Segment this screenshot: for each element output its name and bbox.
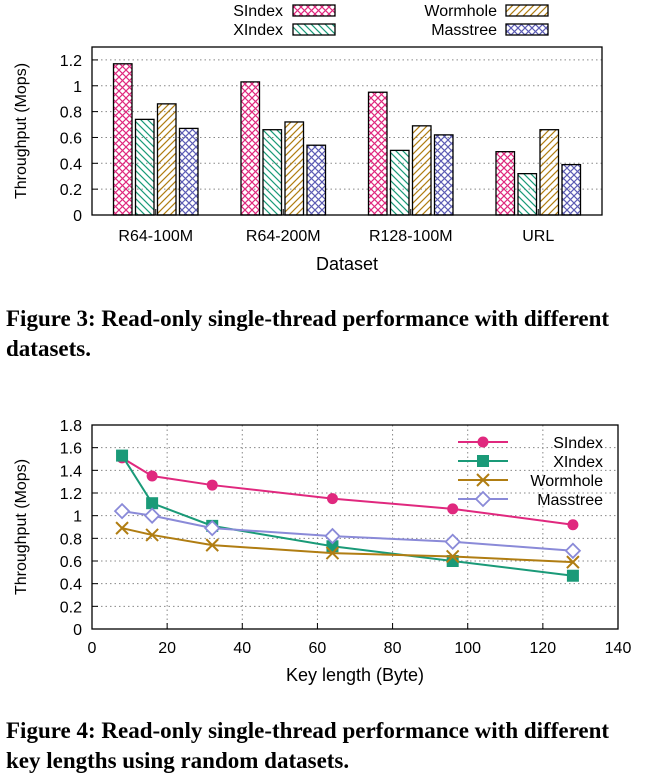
plot-frame: [91, 46, 603, 216]
x-tick-label: 60: [309, 640, 327, 657]
point-masstree-16: [143, 507, 161, 524]
x-tick-label: 100: [454, 640, 481, 657]
y-tick-label: 0.8: [60, 105, 82, 122]
x-tick-label: 20: [158, 640, 176, 657]
bar-xindex-r64-200m: [262, 129, 283, 216]
x-tick-label: 140: [605, 640, 632, 657]
bar-masstree-r64-100m: [178, 127, 199, 216]
y-tick-label: 1: [73, 509, 82, 526]
y-tick-label: 0.4: [60, 156, 82, 173]
series-line-wormhole: [121, 527, 573, 564]
x-tick-label: 80: [384, 640, 402, 657]
legend-label-masstree: Masstree: [431, 22, 497, 39]
bar-sindex-r64-200m: [240, 81, 261, 216]
y-axis-label: Throughput (Mops): [13, 63, 30, 199]
x-tick-label: 120: [530, 640, 557, 657]
point-xindex-128: [566, 569, 579, 582]
y-tick-label: 0.8: [60, 531, 82, 548]
bar-wormhole-r128-100m: [411, 125, 432, 216]
x-tick-label: 40: [233, 640, 251, 657]
point-xindex-8: [116, 449, 129, 462]
y-tick-label: 0: [73, 208, 82, 225]
bar-xindex-r128-100m: [389, 149, 410, 216]
bar-sindex-r128-100m: [367, 91, 388, 216]
y-axis-label: Throughput (Mops): [13, 459, 30, 595]
point-wormhole-64: [325, 546, 340, 560]
point-masstree-32: [203, 519, 221, 537]
y-tick-label: 1.6: [60, 441, 82, 458]
point-masstree-8: [113, 502, 131, 520]
x-tick-label: R64-200M: [246, 228, 321, 245]
x-axis-label: Key length (Byte): [286, 665, 424, 685]
point-sindex-128: [567, 519, 579, 531]
figure-3-caption: Figure 3: Read-only single-thread perfor…: [6, 306, 610, 361]
legend-label-xindex: XIndex: [233, 22, 283, 39]
legend-swatch-masstree: [505, 23, 549, 36]
legend-marker-wormhole: [476, 473, 490, 487]
x-tick-label: URL: [522, 228, 554, 245]
bar-wormhole-url: [539, 129, 560, 216]
point-masstree-96: [444, 533, 461, 551]
bar-wormhole-r64-200m: [284, 121, 305, 216]
bar-xindex-url: [517, 172, 538, 216]
x-axis-label: Dataset: [316, 254, 378, 274]
point-sindex-16: [146, 470, 158, 482]
x-tick-label: R128-100M: [369, 228, 453, 245]
y-tick-label: 1.4: [60, 463, 82, 480]
y-tick-label: 1.8: [60, 418, 82, 435]
bar-chart-datasets: 0 0.2 0.4 0.6 0.8 1 1.2 R64-100M R64-200M R128-10…: [13, 3, 603, 274]
point-xindex-16: [146, 497, 159, 510]
legend-swatch-xindex: [292, 23, 336, 36]
point-wormhole-16: [145, 528, 159, 542]
bar-wormhole-r64-100m: [156, 103, 177, 216]
point-wormhole-32: [205, 538, 219, 552]
y-tick-label: 0: [73, 622, 82, 639]
y-tick-label: 0.4: [60, 577, 82, 594]
bar-masstree-r64-200m: [306, 144, 327, 216]
point-wormhole-8: [115, 521, 129, 535]
x-tick-label: 0: [88, 640, 97, 657]
y-tick-label: 0.6: [60, 554, 82, 571]
bar-masstree-url: [561, 163, 582, 216]
bar-xindex-r64-100m: [134, 118, 155, 216]
point-sindex-64: [326, 493, 338, 505]
legend-label-xindex: XIndex: [553, 454, 603, 471]
y-tick-label: 0.6: [60, 130, 82, 147]
line-chart-key-length: 0 0.2 0.4 0.6 0.8 1 1.2 1.4 1.6 1.8 0 20 40 60 80 100 12…: [13, 418, 632, 685]
legend-label-wormhole: Wormhole: [530, 473, 603, 490]
y-tick-label: 1.2: [60, 53, 82, 70]
legend-label-sindex: SIndex: [233, 3, 283, 20]
point-wormhole-128: [566, 555, 580, 569]
figure-4-caption: Figure 4: Read-only single-thread perfor…: [6, 718, 610, 773]
point-masstree-64: [324, 527, 341, 545]
bar-sindex-url: [495, 151, 516, 216]
point-masstree-128: [564, 542, 582, 560]
point-wormhole-96: [445, 549, 460, 564]
bar-sindex-r64-100m: [112, 63, 133, 216]
point-sindex-32: [206, 479, 218, 491]
plot-frame: [91, 424, 619, 630]
legend-swatch-wormhole: [505, 4, 549, 17]
y-tick-label: 1: [73, 79, 82, 96]
point-sindex-96: [447, 503, 459, 515]
legend-label-masstree: Masstree: [537, 492, 603, 509]
series-line-sindex: [121, 457, 574, 526]
y-tick-label: 0.2: [60, 599, 82, 616]
point-xindex-96: [446, 555, 459, 567]
legend-marker-xindex: [477, 455, 489, 467]
legend-marker-sindex: [477, 436, 489, 448]
legend-swatch-sindex: [292, 4, 336, 17]
x-tick-label: R64-100M: [118, 228, 193, 245]
y-tick-label: 1.2: [60, 486, 82, 503]
y-tick-label: 0.2: [60, 182, 82, 199]
legend-label-sindex: SIndex: [553, 435, 603, 452]
legend-label-wormhole: Wormhole: [424, 3, 497, 20]
bar-masstree-r128-100m: [433, 134, 454, 216]
series-line-xindex: [121, 455, 574, 577]
legend-marker-masstree: [474, 490, 492, 508]
